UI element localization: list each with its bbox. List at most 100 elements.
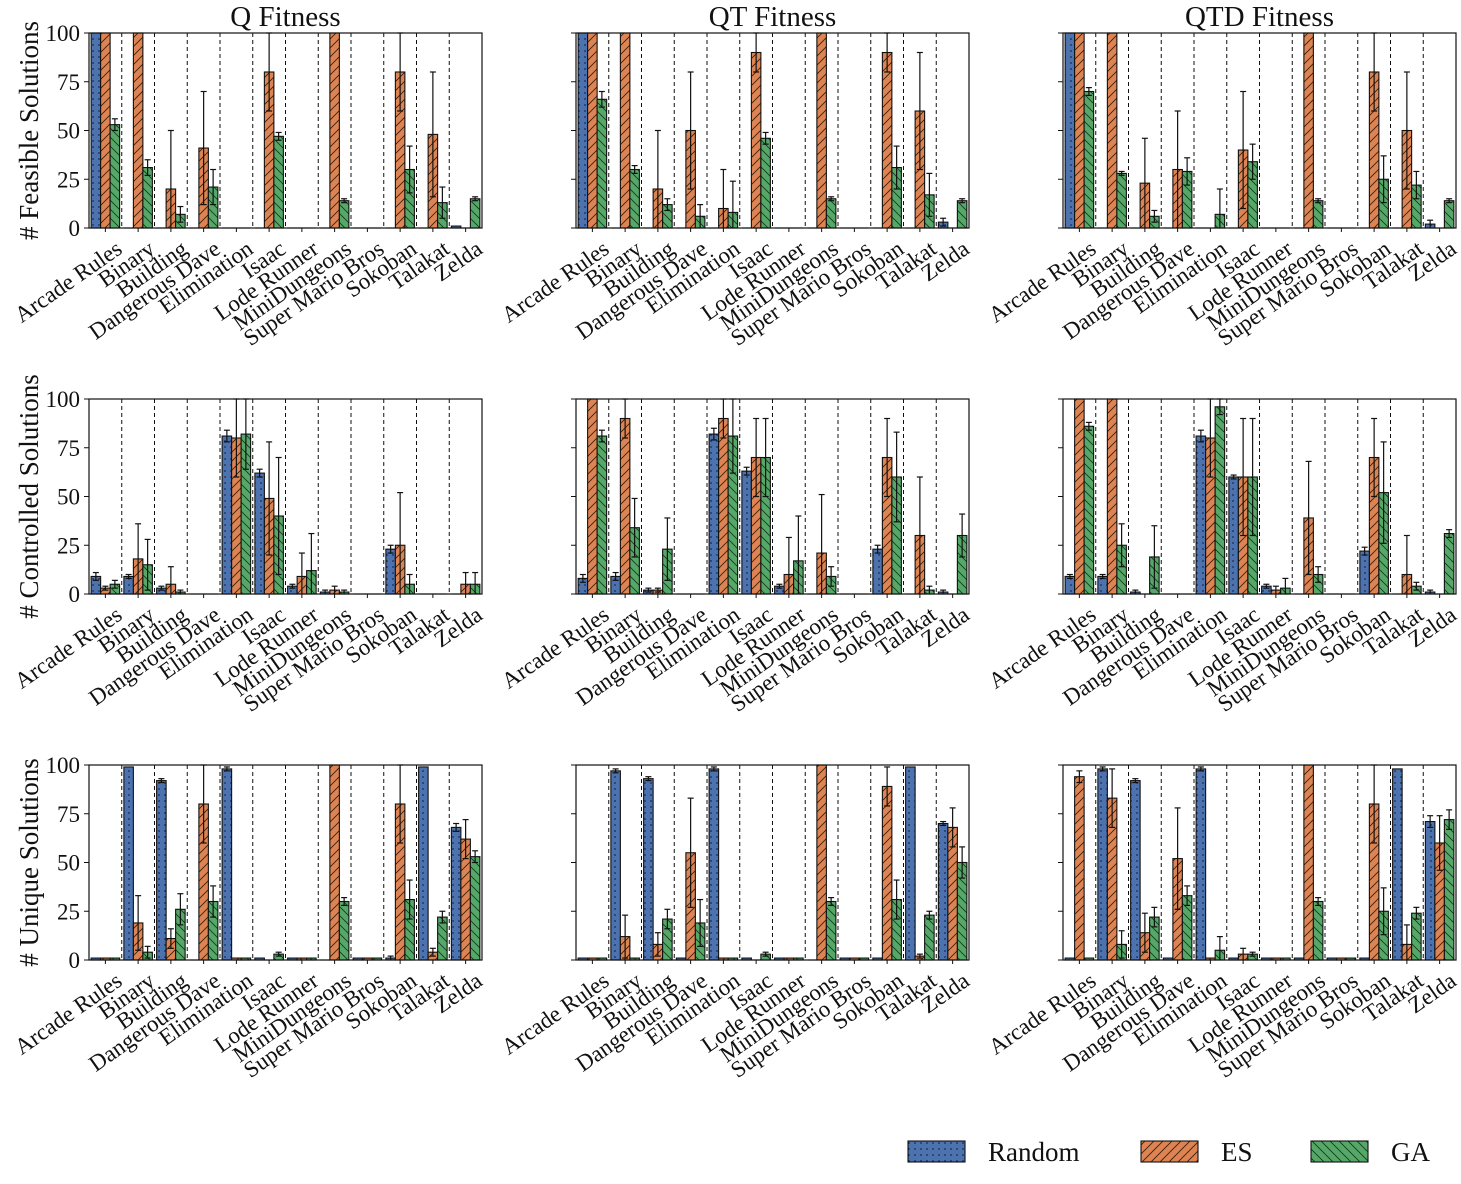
bar-es-minidungeons — [816, 32, 827, 229]
axes-frame — [1062, 764, 1457, 961]
bar-es-binary — [1106, 32, 1118, 229]
bar-es-binary — [132, 32, 144, 229]
panel-title: Q Fitness — [230, 1, 340, 33]
bar-es-arcade-rules — [1074, 776, 1085, 961]
chart-panels: Q Fitness # Feasible Solutions 0 25 50 75 100 A… — [10, 1, 1461, 1083]
bar-random-elimination — [708, 433, 720, 595]
bar-es-sokoban — [881, 785, 893, 961]
y-tick-label: 75 — [57, 70, 80, 95]
bar-es-elimination — [718, 417, 729, 595]
legend-item-random: Random — [907, 1137, 1080, 1167]
legend-swatch-random — [907, 1140, 966, 1163]
bar-random-binary — [123, 766, 134, 961]
bar-es-minidungeons — [329, 764, 340, 961]
axes-frame — [1062, 398, 1457, 595]
bar-es-binary — [619, 417, 631, 595]
y-tick-label: 100 — [46, 21, 81, 46]
bar-es-minidungeons — [1303, 32, 1314, 229]
y-tick-label: 0 — [69, 948, 81, 973]
legend-item-ga: GA — [1310, 1137, 1430, 1167]
bar-ga-zelda — [1443, 819, 1455, 961]
bar-ga-minidungeons — [825, 900, 837, 961]
y-axis-label: # Unique Solutions — [14, 758, 44, 967]
bar-random-zelda — [937, 822, 949, 961]
bar-random-isaac — [1228, 476, 1239, 595]
bar-ga-talakat — [1411, 912, 1422, 961]
bar-random-isaac — [741, 470, 752, 595]
bar-random-zelda — [450, 826, 462, 961]
bar-es-arcade-rules — [100, 32, 111, 229]
y-tick-label: 100 — [46, 753, 81, 778]
bar-random-binary — [1097, 575, 1108, 595]
bar-ga-isaac — [760, 137, 771, 229]
bar-random-elimination — [221, 768, 233, 961]
legend-swatch-es — [1140, 1140, 1199, 1163]
bar-ga-minidungeons — [825, 198, 837, 229]
legend-swatch-ga — [1310, 1140, 1369, 1163]
bar-ga-arcade-rules — [596, 435, 608, 595]
bar-random-zelda — [1424, 820, 1436, 961]
bar-es-sokoban — [881, 51, 893, 229]
bar-ga-arcade-rules — [596, 98, 608, 229]
y-axis-label: # Feasible Solutions — [14, 21, 44, 240]
y-tick-label: 75 — [57, 436, 80, 461]
bar-random-building — [1130, 780, 1141, 961]
legend-label: Random — [988, 1137, 1080, 1167]
y-tick-label: 25 — [57, 533, 80, 558]
y-axis-label: # Controlled Solutions — [14, 374, 44, 619]
bar-ga-talakat — [924, 914, 935, 961]
bar-ga-zelda — [1443, 200, 1455, 229]
bar-es-arcade-rules — [1074, 398, 1085, 595]
legend-label: ES — [1221, 1137, 1253, 1167]
bar-es-binary — [1106, 398, 1118, 595]
legend-item-es: ES — [1140, 1137, 1253, 1167]
bar-random-binary — [123, 575, 134, 595]
bar-ga-zelda — [469, 198, 481, 229]
bar-es-minidungeons — [1303, 764, 1314, 961]
bar-ga-zelda — [956, 200, 968, 229]
y-tick-label: 50 — [57, 485, 80, 510]
bar-random-elimination — [221, 435, 233, 595]
bar-ga-zelda — [1443, 532, 1455, 595]
bar-ga-binary — [1116, 172, 1127, 229]
bar-ga-elimination — [1214, 406, 1226, 595]
bar-ga-binary — [629, 168, 640, 229]
axes-frame — [575, 32, 970, 229]
bar-es-arcade-rules — [587, 398, 598, 595]
bar-es-isaac — [750, 51, 762, 229]
bar-random-isaac — [254, 472, 265, 595]
y-tick-label: 100 — [46, 387, 81, 412]
y-tick-label: 50 — [57, 851, 80, 876]
bar-random-talakat — [418, 766, 429, 961]
y-tick-label: 75 — [57, 802, 80, 827]
bar-random-building — [643, 778, 654, 961]
y-tick-label: 0 — [69, 582, 81, 607]
bar-random-arcade-rules — [1064, 32, 1076, 229]
bar-es-minidungeons — [816, 764, 827, 961]
axes-frame — [88, 32, 483, 229]
bar-ga-minidungeons — [1312, 200, 1324, 229]
bar-ga-arcade-rules — [1083, 90, 1095, 229]
bar-random-binary — [610, 770, 621, 961]
axes-frame — [88, 764, 483, 961]
y-tick-label: 50 — [57, 119, 80, 144]
panel-title: QT Fitness — [709, 1, 837, 33]
axes-frame — [575, 398, 970, 595]
bar-ga-zelda — [469, 856, 481, 961]
bar-random-sokoban — [1359, 550, 1370, 595]
bar-random-arcade-rules — [1064, 575, 1076, 595]
bar-random-arcade-rules — [90, 32, 102, 229]
bar-es-arcade-rules — [587, 32, 598, 229]
bar-ga-arcade-rules — [109, 124, 121, 229]
panel-title: QTD Fitness — [1185, 1, 1334, 33]
bar-random-elimination — [708, 768, 720, 961]
